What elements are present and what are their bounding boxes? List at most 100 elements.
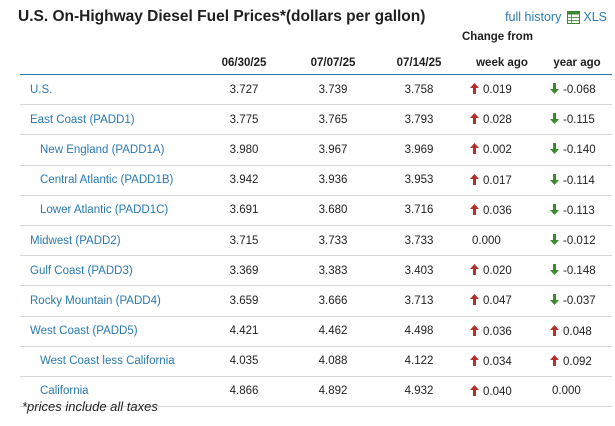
region-name-link[interactable]: U.S. <box>20 74 198 106</box>
price-cell: 4.421 <box>198 316 290 347</box>
change-value: 0.028 <box>483 114 512 127</box>
year-change-cell: -0.037 <box>542 285 612 317</box>
price-cell: 3.953 <box>376 165 462 196</box>
year-change-cell: -0.114 <box>542 165 612 196</box>
year-change-cell: -0.068 <box>542 74 612 106</box>
arrow-up-icon <box>470 384 479 396</box>
region-name-link[interactable]: West Coast (PADD5) <box>20 316 198 347</box>
price-cell: 4.866 <box>198 376 290 408</box>
arrow-up-icon <box>550 354 559 366</box>
column-header: 07/07/25 <box>290 52 376 75</box>
column-header: 06/30/25 <box>198 52 290 75</box>
table-row: Midwest (PADD2) 3.715 3.733 3.733 0.000 -0.01… <box>20 225 612 257</box>
region-name-link[interactable]: Midwest (PADD2) <box>20 225 198 257</box>
price-cell: 3.369 <box>198 255 290 287</box>
table-row: East Coast (PADD1) 3.775 3.765 3.793 0.028 -0… <box>20 104 612 136</box>
change-value: -0.148 <box>563 265 596 278</box>
price-cell: 3.680 <box>290 195 376 226</box>
change-value: 0.040 <box>483 385 512 398</box>
full-history-link[interactable]: full history <box>505 10 562 24</box>
arrow-down-icon <box>550 294 559 306</box>
price-cell: 3.765 <box>290 104 376 136</box>
year-change-cell: -0.148 <box>542 255 612 287</box>
price-cell: 3.739 <box>290 74 376 106</box>
price-cell: 3.713 <box>376 285 462 317</box>
week-change-cell: 0.017 <box>462 165 542 196</box>
table-header-row: 06/30/25 07/07/25 07/14/25 week ago year… <box>20 52 612 75</box>
change-value: -0.037 <box>563 295 596 308</box>
arrow-down-icon <box>550 203 559 215</box>
table-row: West Coast (PADD5) 4.421 4.462 4.498 0.036 0.… <box>20 316 612 347</box>
change-from-header: Change from <box>462 31 533 43</box>
price-cell: 4.088 <box>290 346 376 377</box>
table-row: U.S. 3.727 3.739 3.758 0.019 -0.068 <box>20 74 612 106</box>
change-value: -0.114 <box>563 174 595 187</box>
arrow-up-icon <box>470 203 479 215</box>
region-name-link[interactable]: California <box>20 376 198 408</box>
arrow-down-icon <box>550 83 559 95</box>
price-cell: 3.733 <box>376 225 462 257</box>
arrow-down-icon <box>550 143 559 155</box>
week-change-cell: 0.019 <box>462 74 542 106</box>
week-change-cell: 0.002 <box>462 134 542 166</box>
arrow-up-icon <box>550 324 559 336</box>
change-value: 0.034 <box>483 355 512 368</box>
year-change-cell: -0.113 <box>542 195 612 226</box>
year-change-cell: 0.048 <box>542 316 612 347</box>
table-row: Gulf Coast (PADD3) 3.369 3.383 3.403 0.020 -0… <box>20 255 612 287</box>
change-value: 0.048 <box>563 325 592 338</box>
xls-link[interactable]: XLS <box>583 10 607 24</box>
week-change-cell: 0.020 <box>462 255 542 287</box>
arrow-up-icon <box>470 354 479 366</box>
column-header: year ago <box>542 52 612 75</box>
change-value: -0.113 <box>563 204 595 217</box>
price-cell: 3.969 <box>376 134 462 166</box>
price-cell: 3.733 <box>290 225 376 257</box>
region-name-link[interactable]: New England (PADD1A) <box>20 134 198 166</box>
spreadsheet-icon[interactable] <box>567 10 581 24</box>
column-header: 07/14/25 <box>376 52 462 75</box>
arrow-up-icon <box>470 324 479 336</box>
table-row: Rocky Mountain (PADD4) 3.659 3.666 3.713 0.0… <box>20 285 612 317</box>
table-row: Central Atlantic (PADD1B) 3.942 3.936 3.953… <box>20 165 612 196</box>
week-change-cell: 0.036 <box>462 316 542 347</box>
week-change-cell: 0.034 <box>462 346 542 377</box>
price-cell: 3.775 <box>198 104 290 136</box>
price-cell: 4.122 <box>376 346 462 377</box>
change-value: 0.000 <box>552 385 581 398</box>
table-row: Lower Atlantic (PADD1C) 3.691 3.680 3.716 0.… <box>20 195 612 226</box>
arrow-up-icon <box>470 264 479 276</box>
price-cell: 4.932 <box>376 376 462 408</box>
arrow-up-icon <box>470 83 479 95</box>
footnote: *prices include all taxes <box>22 399 158 414</box>
week-change-cell: 0.047 <box>462 285 542 317</box>
price-cell: 3.936 <box>290 165 376 196</box>
region-name-link[interactable]: West Coast less California <box>20 346 198 377</box>
year-change-cell: -0.115 <box>542 104 612 136</box>
price-cell: 3.967 <box>290 134 376 166</box>
price-cell: 3.383 <box>290 255 376 287</box>
change-value: 0.092 <box>563 355 592 368</box>
week-change-cell: 0.028 <box>462 104 542 136</box>
price-cell: 4.462 <box>290 316 376 347</box>
year-change-cell: -0.140 <box>542 134 612 166</box>
price-cell: 3.758 <box>376 74 462 106</box>
price-cell: 4.892 <box>290 376 376 408</box>
arrow-down-icon <box>550 264 559 276</box>
region-name-link[interactable]: Rocky Mountain (PADD4) <box>20 285 198 317</box>
price-cell: 3.403 <box>376 255 462 287</box>
price-cell: 3.659 <box>198 285 290 317</box>
region-name-link[interactable]: Lower Atlantic (PADD1C) <box>20 195 198 226</box>
region-name-link[interactable]: Gulf Coast (PADD3) <box>20 255 198 287</box>
region-name-link[interactable]: Central Atlantic (PADD1B) <box>20 165 198 196</box>
arrow-up-icon <box>470 143 479 155</box>
region-name-link[interactable]: East Coast (PADD1) <box>20 104 198 136</box>
change-value: 0.020 <box>483 265 512 278</box>
change-value: -0.012 <box>563 235 596 248</box>
week-change-cell: 0.000 <box>462 225 542 257</box>
year-change-cell: 0.092 <box>542 346 612 377</box>
price-cell: 3.691 <box>198 195 290 226</box>
page-title: U.S. On-Highway Diesel Fuel Prices*(doll… <box>18 8 426 25</box>
change-value: -0.115 <box>563 114 595 127</box>
price-cell: 4.035 <box>198 346 290 377</box>
